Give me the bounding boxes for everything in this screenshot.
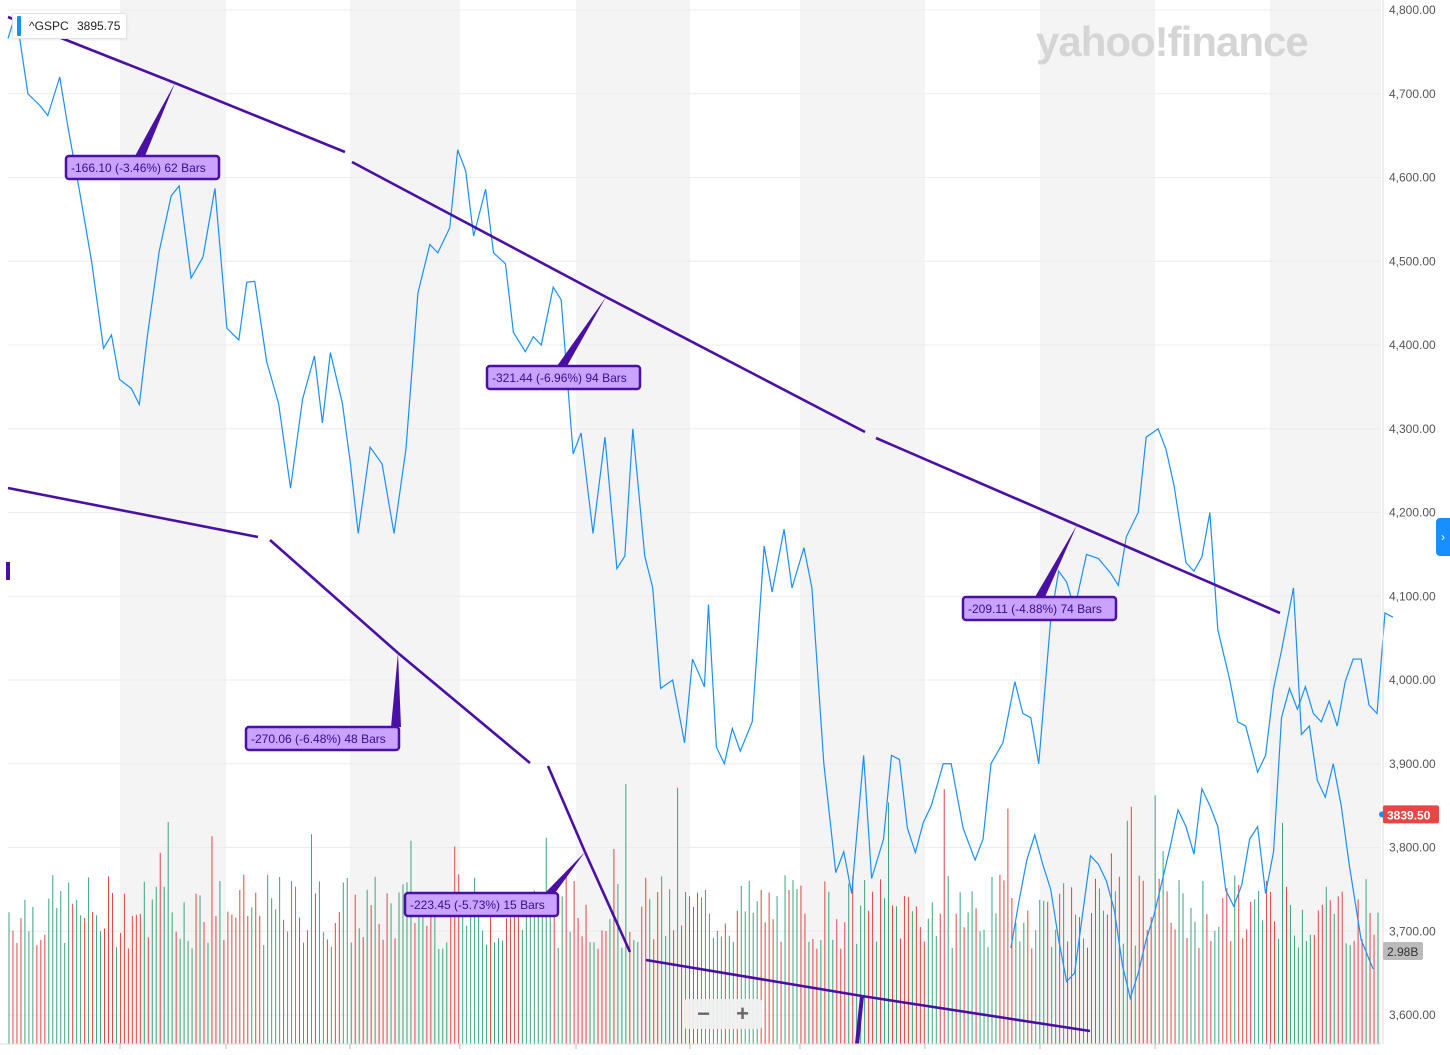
trend-line (583, 851, 632, 953)
y-tick-label: 4,200.00 (1389, 506, 1436, 520)
y-tick-label: 3,600.00 (1389, 1008, 1436, 1022)
month-band (1270, 0, 1381, 1044)
annotation-leader (545, 852, 585, 893)
trend-line (174, 81, 346, 154)
last-price-tag (1383, 805, 1439, 824)
volume-tag (1383, 942, 1423, 960)
price-line-segment (1010, 612, 1394, 1001)
expand-arrow-button[interactable]: › (1436, 518, 1450, 556)
y-tick-label: 3,800.00 (1389, 841, 1436, 855)
y-tick-label: 4,800.00 (1389, 3, 1436, 17)
month-band (800, 0, 925, 1044)
trend-line (397, 652, 531, 764)
annotation-label: -209.11 (-4.88%) 74 Bars (968, 602, 1102, 616)
background-bands (120, 0, 1381, 1044)
y-tick-label: 3,900.00 (1389, 757, 1436, 771)
y-tick-label: 4,600.00 (1389, 171, 1436, 185)
trend-line (546, 765, 587, 853)
symbol-ticker: ^GSPC (29, 19, 69, 33)
annotation-leader (1035, 525, 1077, 597)
yahoo-finance-logo: yahoo!finance (1036, 18, 1309, 65)
month-band (1040, 0, 1155, 1044)
annotation-label: -321.44 (-6.96%) 94 Bars (492, 371, 627, 385)
trend-line (605, 295, 866, 434)
grid-lines (8, 9, 1381, 1016)
trend-line (645, 958, 863, 998)
price-line (7, 13, 1374, 970)
y-tick-label: 3,700.00 (1389, 924, 1436, 938)
y-tick-label: 4,400.00 (1389, 338, 1436, 352)
annotation-box (244, 725, 401, 752)
volume-label: 2.98B (1387, 945, 1418, 959)
zoom-in-button[interactable]: + (736, 1001, 749, 1026)
annotation-box (64, 154, 221, 181)
symbol-badge[interactable]: ^GSPC 3895.75 (12, 13, 128, 39)
series-color-marker (17, 16, 21, 36)
zoom-control: − + (684, 999, 762, 1029)
symbol-price: 3895.75 (76, 19, 121, 33)
annotation-box (403, 891, 560, 918)
zoom-out-button[interactable]: − (697, 1001, 710, 1026)
trend-line (861, 994, 1091, 1033)
y-tick-label: 4,000.00 (1389, 673, 1436, 687)
y-tick-label: 4,300.00 (1389, 422, 1436, 436)
trend-line (7, 486, 259, 539)
annotation-box (485, 364, 642, 391)
volume-bars (8, 784, 1379, 1044)
annotation-box (961, 595, 1118, 622)
y-tick-label: 4,500.00 (1389, 254, 1436, 268)
trend-line (1076, 523, 1281, 615)
measure-annotations[interactable]: -166.10 (-3.46%) 62 Bars -321.44 (-6.96%)… (6, 83, 1118, 1045)
annotation-label: -166.10 (-3.46%) 62 Bars (71, 161, 206, 175)
trend-line (351, 160, 607, 299)
annotation-label: -270.06 (-6.48%) 48 Bars (251, 732, 386, 746)
trend-line (875, 436, 1078, 527)
annotation-label: -223.45 (-5.73%) 15 Bars (410, 898, 545, 912)
last-price-label: 3839.50 (1387, 808, 1431, 822)
price-series (7, 13, 1394, 1001)
annotation-leader (557, 297, 606, 366)
month-band (576, 0, 690, 1044)
annotation-leader (391, 653, 401, 727)
trend-line (269, 539, 399, 654)
axis-tags: 3839.50 2.98B (1379, 805, 1439, 960)
y-tick-label: 4,700.00 (1389, 87, 1436, 101)
y-tick-label: 4,100.00 (1389, 589, 1436, 603)
annotation-leader (135, 83, 175, 156)
annotation-leader (855, 995, 864, 1045)
month-band (350, 0, 460, 1044)
